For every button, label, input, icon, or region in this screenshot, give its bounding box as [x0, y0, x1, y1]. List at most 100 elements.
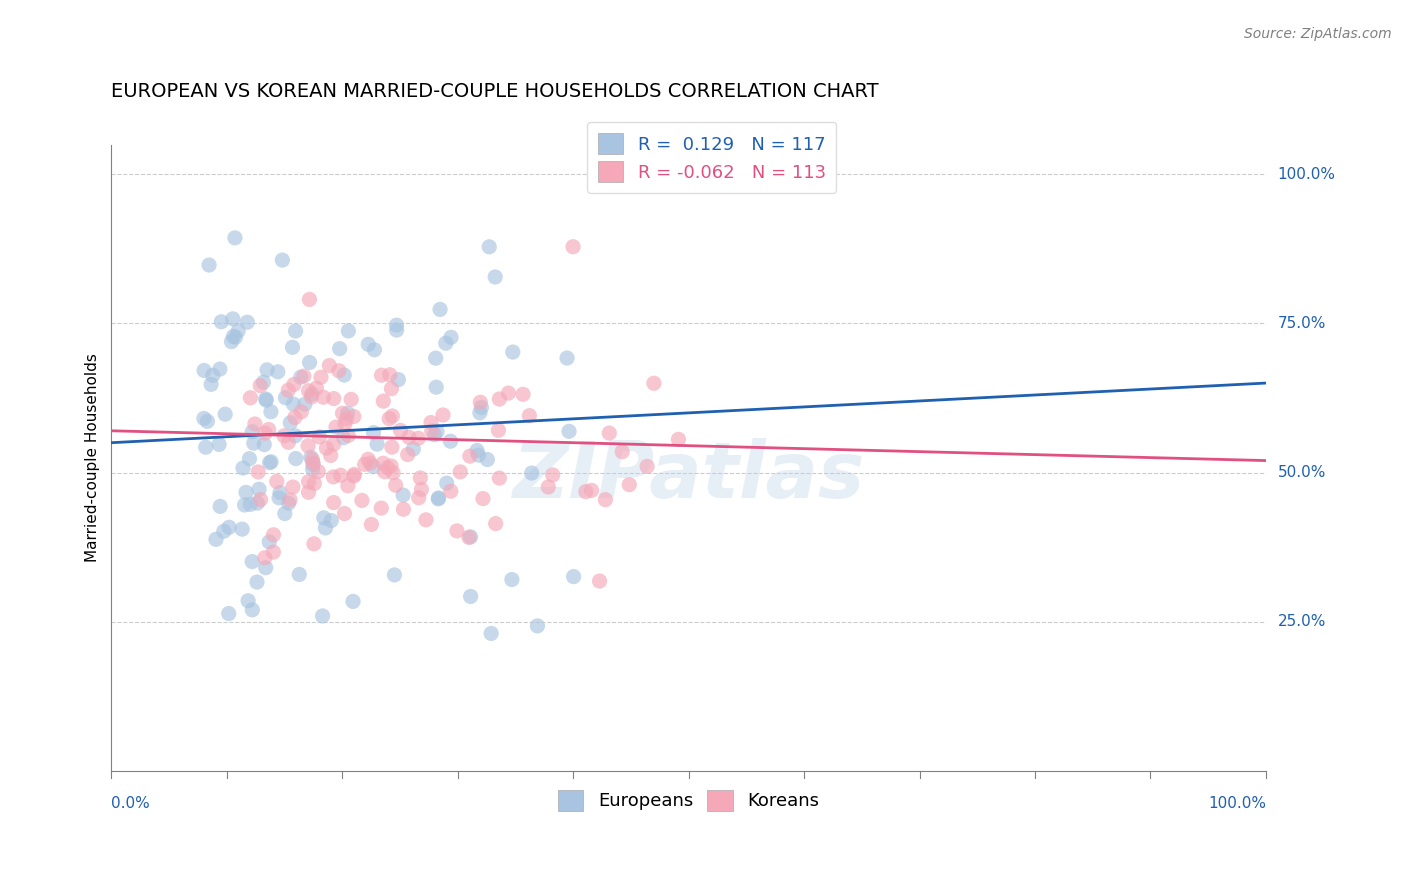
Point: [284, 324, 307, 338]
Point: [239, 391, 262, 405]
Point: [465, 443, 488, 458]
Y-axis label: Married-couple Households: Married-couple Households: [86, 353, 100, 562]
Point: [478, 240, 501, 254]
Point: [353, 458, 375, 472]
Point: [385, 318, 408, 333]
Point: [488, 471, 510, 485]
Point: [193, 363, 215, 377]
Point: [387, 373, 409, 387]
Point: [408, 491, 430, 505]
Point: [222, 311, 245, 326]
Point: [371, 456, 394, 470]
Point: [238, 451, 260, 466]
Point: [249, 378, 271, 392]
Point: [260, 405, 283, 419]
Point: [328, 364, 350, 378]
Point: [194, 440, 217, 454]
Point: [340, 392, 363, 407]
Point: [470, 401, 492, 415]
Point: [468, 406, 491, 420]
Point: [381, 409, 404, 423]
Point: [277, 435, 299, 450]
Point: [274, 507, 297, 521]
Point: [297, 475, 319, 489]
Point: [246, 575, 269, 590]
Text: 25.0%: 25.0%: [1278, 614, 1326, 629]
Text: 75.0%: 75.0%: [1278, 316, 1326, 331]
Point: [312, 390, 335, 404]
Point: [519, 409, 541, 423]
Point: [381, 440, 404, 454]
Point: [359, 456, 381, 470]
Point: [411, 483, 433, 497]
Point: [382, 466, 405, 480]
Point: [262, 545, 284, 559]
Point: [439, 434, 461, 449]
Point: [288, 567, 311, 582]
Point: [384, 568, 406, 582]
Point: [254, 392, 277, 406]
Point: [267, 365, 290, 379]
Point: [301, 462, 323, 476]
Point: [384, 478, 406, 492]
Point: [214, 407, 236, 421]
Point: [240, 425, 263, 439]
Point: [392, 488, 415, 502]
Point: [236, 594, 259, 608]
Point: [209, 500, 232, 514]
Point: [336, 412, 359, 426]
Point: [486, 423, 509, 437]
Point: [243, 417, 266, 431]
Point: [427, 491, 450, 505]
Point: [198, 258, 221, 272]
Point: [425, 351, 447, 366]
Point: [337, 428, 360, 442]
Point: [357, 337, 380, 351]
Point: [231, 522, 253, 536]
Point: [425, 380, 447, 394]
Point: [363, 343, 385, 357]
Point: [440, 330, 463, 344]
Point: [449, 465, 471, 479]
Point: [322, 470, 344, 484]
Point: [427, 491, 450, 506]
Point: [636, 459, 658, 474]
Point: [277, 383, 299, 397]
Point: [396, 448, 419, 462]
Point: [247, 482, 270, 496]
Point: [281, 340, 304, 354]
Point: [366, 437, 388, 451]
Point: [253, 437, 276, 451]
Point: [284, 451, 307, 466]
Point: [526, 619, 548, 633]
Text: Source: ZipAtlas.com: Source: ZipAtlas.com: [1244, 27, 1392, 41]
Text: 0.0%: 0.0%: [111, 796, 150, 811]
Point: [520, 466, 543, 480]
Point: [283, 377, 305, 392]
Point: [273, 429, 295, 443]
Point: [380, 382, 402, 396]
Point: [467, 448, 489, 462]
Point: [488, 392, 510, 406]
Point: [336, 479, 359, 493]
Point: [256, 363, 278, 377]
Point: [259, 535, 281, 549]
Legend: Europeans, Koreans: Europeans, Koreans: [551, 782, 827, 818]
Point: [224, 330, 246, 344]
Point: [312, 511, 335, 525]
Point: [281, 480, 304, 494]
Point: [332, 431, 354, 445]
Point: [209, 315, 232, 329]
Point: [260, 455, 283, 469]
Point: [415, 513, 437, 527]
Point: [239, 497, 262, 511]
Point: [252, 376, 274, 390]
Point: [420, 424, 443, 438]
Point: [200, 377, 222, 392]
Point: [301, 387, 323, 401]
Point: [555, 351, 578, 365]
Point: [308, 430, 330, 444]
Point: [329, 468, 352, 483]
Point: [378, 411, 401, 425]
Point: [284, 429, 307, 443]
